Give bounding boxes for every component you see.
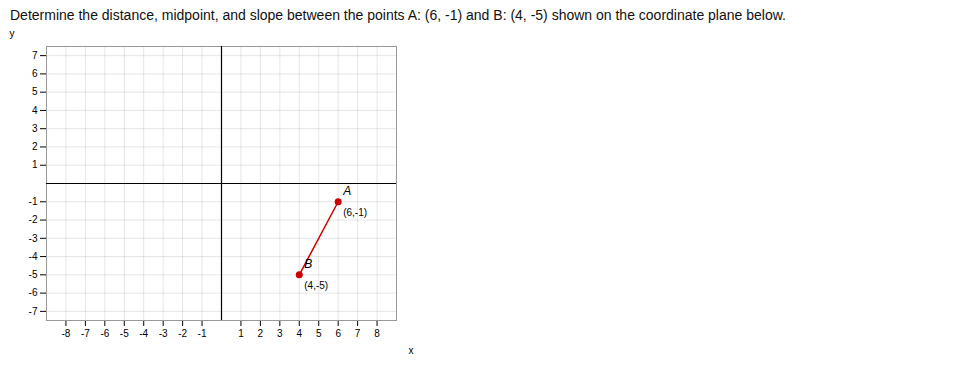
svg-text:1: 1 <box>238 328 244 339</box>
svg-text:-8: -8 <box>61 328 70 339</box>
svg-text:-7: -7 <box>81 328 90 339</box>
svg-text:-7: -7 <box>29 306 38 317</box>
svg-text:-5: -5 <box>120 328 129 339</box>
svg-text:6: 6 <box>335 328 341 339</box>
svg-text:(6,-1): (6,-1) <box>343 207 367 218</box>
svg-text:-3: -3 <box>29 233 38 244</box>
svg-text:4: 4 <box>32 105 38 116</box>
svg-text:6: 6 <box>32 68 38 79</box>
svg-text:-4: -4 <box>139 328 148 339</box>
svg-text:3: 3 <box>277 328 283 339</box>
svg-text:-1: -1 <box>29 196 38 207</box>
svg-text:-6: -6 <box>100 328 109 339</box>
svg-text:(4,-5): (4,-5) <box>304 280 328 291</box>
svg-text:-4: -4 <box>29 251 38 262</box>
svg-text:2: 2 <box>258 328 264 339</box>
svg-text:-6: -6 <box>29 287 38 298</box>
svg-text:4: 4 <box>296 328 302 339</box>
svg-text:-1: -1 <box>198 328 207 339</box>
svg-text:A: A <box>342 184 351 198</box>
html-text:Determine the distance, midpoi: Determine the distance, midpoint, and sl… <box>10 7 786 23</box>
svg-text:7: 7 <box>32 50 38 61</box>
svg-text:1: 1 <box>32 159 38 170</box>
svg-text:5: 5 <box>316 328 322 339</box>
svg-text:-2: -2 <box>29 214 38 225</box>
svg-text:y: y <box>10 28 15 39</box>
svg-text:-3: -3 <box>159 328 168 339</box>
svg-text:B: B <box>304 257 312 271</box>
svg-text:2: 2 <box>32 141 38 152</box>
svg-text:7: 7 <box>355 328 361 339</box>
svg-text:5: 5 <box>32 86 38 97</box>
svg-text:8: 8 <box>374 328 380 339</box>
svg-text:x: x <box>409 345 414 356</box>
svg-text:-5: -5 <box>29 269 38 280</box>
svg-text:3: 3 <box>32 123 38 134</box>
svg-text:-2: -2 <box>178 328 187 339</box>
